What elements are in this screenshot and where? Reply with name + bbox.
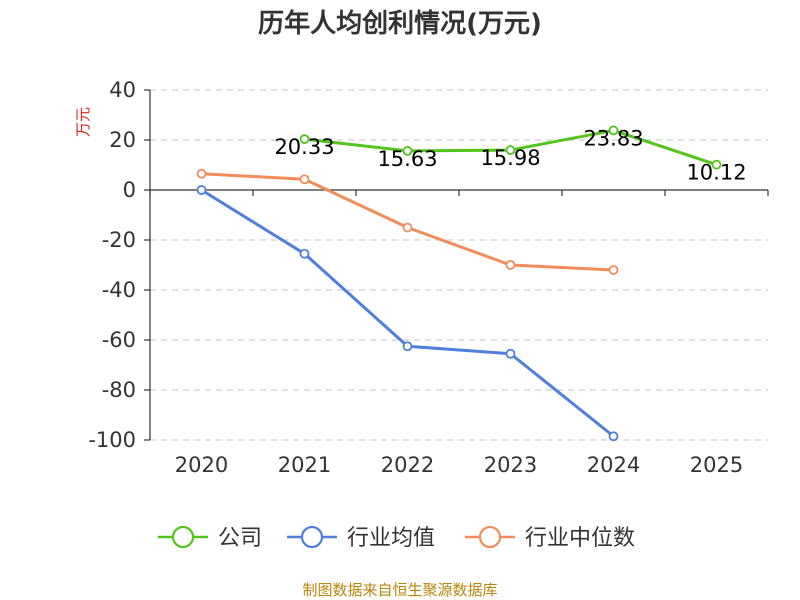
legend-marker: [171, 525, 195, 549]
data-label: 23.83: [583, 126, 643, 150]
data-point: [402, 222, 413, 233]
legend-label: 公司: [218, 526, 262, 551]
y-tick-label: -20: [102, 228, 136, 252]
data-label: 15.98: [480, 146, 540, 170]
data-point: [505, 260, 516, 270]
y-tick-label: 0: [123, 178, 136, 202]
data-point: [299, 248, 310, 259]
data-point: [196, 185, 207, 195]
data-point: [505, 145, 516, 155]
y-tick-label: -60: [102, 328, 136, 352]
series-line: [200, 172, 615, 272]
chart-title: 历年人均创利情况(万元): [258, 8, 542, 39]
data-point: [299, 134, 310, 145]
data-label: 10.12: [686, 161, 746, 185]
x-tick-label: 2023: [484, 453, 537, 477]
y-tick-label: 20: [109, 128, 136, 152]
y-axis-label: 万元: [74, 107, 92, 137]
data-point: [608, 125, 619, 136]
x-tick-label: 2022: [381, 453, 434, 477]
y-tick-label: 40: [109, 78, 136, 102]
legend-label: 行业中位数: [525, 526, 635, 551]
y-tick-label: -80: [102, 378, 136, 402]
legend-marker: [478, 525, 502, 549]
series-group: [196, 125, 722, 442]
data-point: [196, 168, 207, 179]
data-point: [299, 174, 310, 185]
legend-label: 行业均值: [347, 526, 435, 551]
data-point: [711, 159, 722, 170]
data-point: [402, 341, 413, 352]
data-point: [505, 348, 516, 359]
data-point: [402, 146, 413, 156]
data-point: [608, 431, 619, 442]
x-tick-label: 2025: [690, 453, 743, 477]
data-labels: 20.33 15.63 15.98 23.83 10.12: [274, 126, 746, 184]
legend-marker: [300, 525, 324, 549]
y-tick-label: -100: [88, 428, 136, 452]
source-note: 制图数据来自恒生聚源数据库: [302, 581, 497, 599]
grid: [150, 89, 768, 441]
y-tick-label: -40: [102, 278, 136, 302]
data-point: [608, 265, 619, 275]
data-label: 15.63: [377, 147, 437, 171]
x-tick-label: 2021: [278, 453, 331, 477]
data-label: 20.33: [274, 135, 334, 159]
x-tick-label: 2024: [587, 453, 640, 477]
axes: 40 20 0 -20 -40 -60 -80 -100 2020 2021 2022 2023 202…: [88, 78, 769, 477]
x-tick-label: 2020: [175, 453, 228, 477]
legend: 公司 行业均值 行业中位数: [158, 525, 635, 551]
